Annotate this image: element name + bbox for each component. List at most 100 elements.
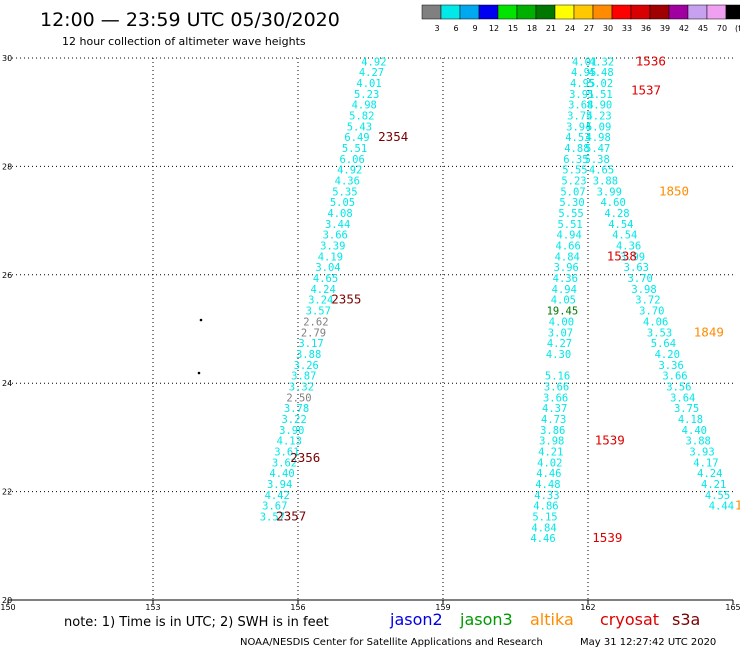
pass-time-label: 1850	[659, 183, 689, 198]
swh-value: 5.43	[347, 121, 372, 133]
swh-value: 3.90	[279, 425, 304, 437]
swh-value: 5.51	[557, 219, 582, 231]
swh-value: 3.63	[624, 262, 649, 274]
legend-swatch	[497, 4, 518, 20]
x-tick-label: 159	[435, 603, 450, 612]
legend-label: 45	[698, 24, 708, 33]
swh-value: 4.88	[564, 143, 589, 155]
swh-value: 5.47	[585, 143, 610, 155]
swh-value: 4.36	[335, 175, 360, 187]
pass-labels: 2354 2355 2356 2357 1536 1537 1538 1539 1539 1850…	[276, 53, 740, 545]
y-tick-label: 30	[2, 54, 12, 63]
swh-value: 5.51	[587, 89, 612, 101]
grid-lines	[8, 57, 733, 601]
satellite-label-altika: altika	[530, 610, 574, 629]
legend-swatch	[725, 4, 740, 20]
swh-value: 3.66	[544, 381, 569, 393]
satellite-label-s3a: s3a	[672, 610, 700, 629]
swh-value: 3.66	[543, 392, 568, 404]
swh-value: 3.44	[325, 219, 350, 231]
swh-value: 5.82	[349, 110, 374, 122]
swh-value: 4.46	[536, 468, 561, 480]
swh-value: 4.84	[555, 251, 580, 263]
swh-value: 4.17	[693, 457, 718, 469]
swh-value: 3.07	[548, 327, 573, 339]
pass-time-label: 1536	[636, 53, 666, 68]
legend-label: 39	[660, 24, 670, 33]
swh-value: 3.17	[298, 338, 323, 350]
legend-swatch	[611, 4, 632, 20]
legend-swatch	[535, 4, 556, 20]
swh-value: 4.13	[277, 436, 302, 448]
swh-value: 4.73	[541, 414, 566, 426]
y-tick-label: 28	[2, 162, 12, 171]
swh-value: 4.90	[587, 100, 612, 112]
swh-value: 3.93	[689, 446, 714, 458]
swh-values: 4.924.274.015.234.985.825.436.495.516.06…	[197, 56, 734, 545]
swh-value: 4.00	[549, 316, 574, 328]
swh-value: 5.38	[585, 154, 610, 166]
swh-value: 4.06	[643, 316, 668, 328]
swh-value: 3.61	[274, 446, 299, 458]
swh-value: 3.99	[620, 251, 645, 263]
swh-value: 19.45	[547, 306, 579, 318]
swh-value: 5.55	[558, 208, 583, 220]
legend-swatch	[459, 4, 480, 20]
swh-value: 5.30	[559, 197, 584, 209]
swh-value: 4.54	[612, 230, 637, 242]
swh-value: 2.50	[286, 392, 311, 404]
swh-value: 6.06	[339, 154, 364, 166]
swh-value: 4.65	[589, 165, 614, 177]
swh-value: 3.96	[554, 262, 579, 274]
swh-value: 5.51	[342, 143, 367, 155]
swh-value: 4.40	[682, 425, 707, 437]
swh-value: 4.05	[551, 295, 576, 307]
legend-label: (ft)	[735, 24, 740, 33]
swh-value: 3.99	[597, 186, 622, 198]
legend-label: 70	[717, 24, 727, 33]
x-tick-label: 165	[725, 603, 740, 612]
swh-value: 3.24	[308, 295, 333, 307]
pass-time-label: 2357	[276, 509, 306, 524]
swh-value: 4.24	[697, 468, 722, 480]
swh-value: 4.48	[588, 67, 613, 79]
pass-time-label: 1849	[694, 324, 724, 339]
swh-value: 2.79	[301, 327, 326, 339]
swh-value: 3.98	[631, 284, 656, 296]
swh-value: 5.09	[586, 121, 611, 133]
swh-value: 3.94	[566, 121, 591, 133]
swh-value: 5.07	[560, 186, 585, 198]
swh-value: 4.46	[530, 533, 555, 545]
swh-value: 4.65	[313, 273, 338, 285]
chart-subtitle: 12 hour collection of altimeter wave hei…	[62, 35, 306, 48]
swh-value: 4.28	[604, 208, 629, 220]
swh-value: 4.44	[709, 501, 734, 513]
swh-value: 5.23	[561, 175, 586, 187]
pass-time-label: 2354	[378, 129, 408, 144]
swh-value: 4.21	[538, 446, 563, 458]
swh-value: 3.53	[647, 327, 672, 339]
swh-value: 3.39	[320, 241, 345, 253]
legend-swatch	[706, 4, 727, 20]
legend-label: 3	[434, 24, 439, 33]
swh-value: 4.94	[557, 230, 582, 242]
swh-value: 4.19	[318, 251, 343, 263]
swh-value: 3.86	[540, 425, 565, 437]
legend-swatch	[421, 4, 442, 20]
swh-value: 3.04	[315, 262, 340, 274]
swh-value: 3.88	[296, 349, 321, 361]
pass-time-label: 1538	[607, 248, 637, 263]
swh-value: 4.92	[337, 165, 362, 177]
legend-label: 42	[679, 24, 689, 33]
swh-value: 3.70	[628, 273, 653, 285]
swh-value: 3.91	[569, 89, 594, 101]
swh-value: 4.18	[678, 414, 703, 426]
legend-swatch	[649, 4, 670, 20]
legend-swatch	[630, 4, 651, 20]
legend-label: 18	[527, 24, 537, 33]
swh-value: 5.05	[330, 197, 355, 209]
legend-label: 30	[603, 24, 613, 33]
legend-swatch	[687, 4, 708, 20]
y-tick-label: 22	[2, 488, 12, 497]
